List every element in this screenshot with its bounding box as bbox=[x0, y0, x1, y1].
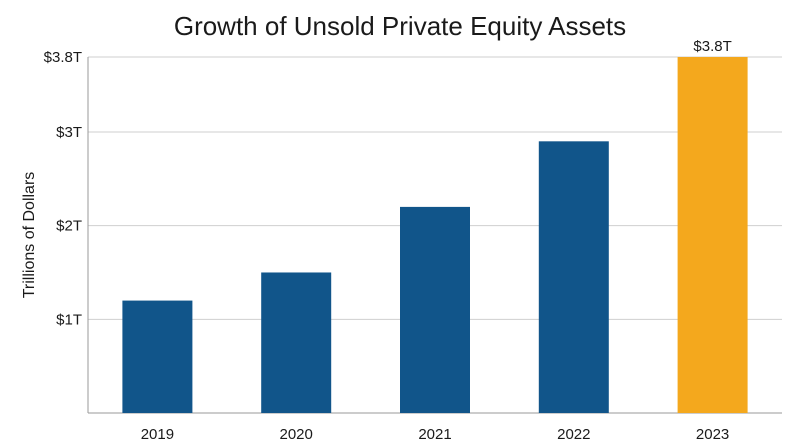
chart-title: Growth of Unsold Private Equity Assets bbox=[174, 11, 626, 41]
bars bbox=[122, 57, 748, 413]
x-tick-label: 2021 bbox=[418, 426, 451, 443]
data-label-2023: $3.8T bbox=[693, 38, 731, 55]
bar-2022 bbox=[538, 141, 609, 413]
x-tick-label: 2020 bbox=[280, 426, 313, 443]
bar-2020 bbox=[261, 272, 332, 413]
bar-2021 bbox=[400, 206, 470, 413]
x-tick-label: 2022 bbox=[557, 426, 590, 443]
y-tick-label: $1T bbox=[56, 311, 82, 328]
y-tick-label: $2T bbox=[56, 218, 82, 235]
bar-2019 bbox=[122, 300, 193, 413]
y-tick-label: $3.8T bbox=[44, 49, 82, 66]
x-tick-label: 2023 bbox=[696, 426, 729, 443]
bar-2023 bbox=[677, 57, 748, 413]
x-tick-label: 2019 bbox=[141, 426, 174, 443]
y-axis-label: Trillions of Dollars bbox=[21, 172, 38, 299]
labels: $1T $2T $3T $3.8T 2019 2020 2021 2022 2023 $3.8T bbox=[44, 38, 732, 443]
y-tick-label: $3T bbox=[56, 124, 82, 141]
